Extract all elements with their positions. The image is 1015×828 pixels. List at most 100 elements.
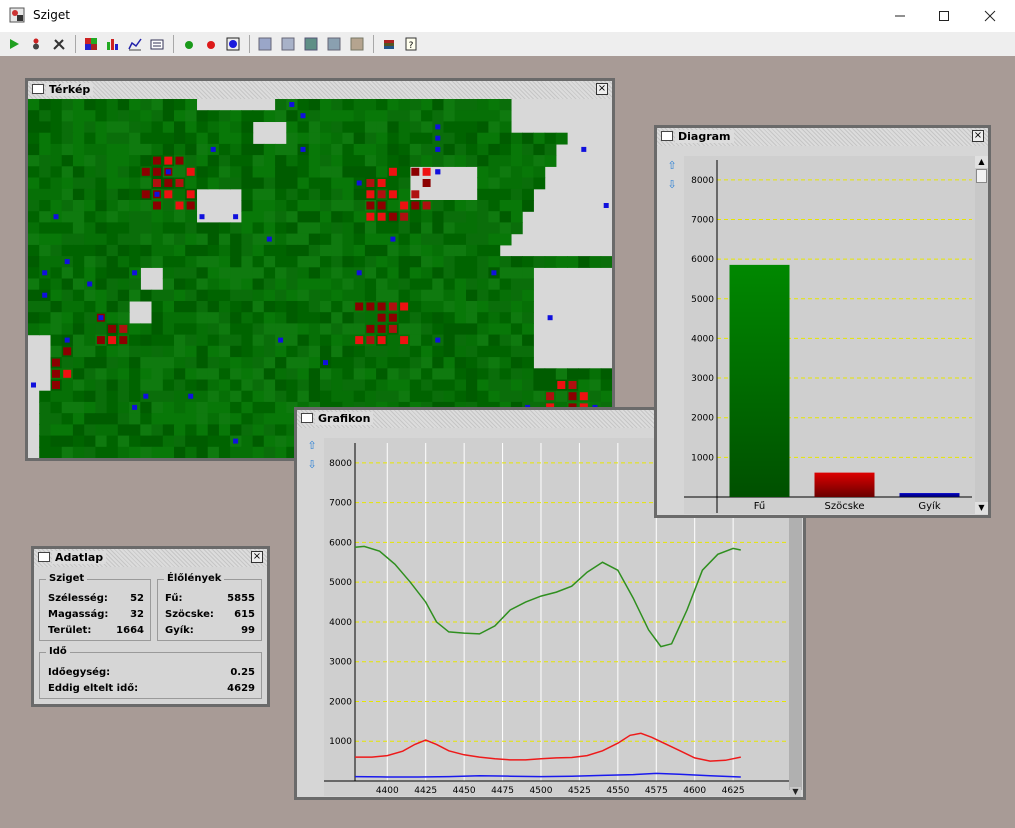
map-grass-cell [72, 200, 85, 212]
settings-tools-icon[interactable] [51, 36, 67, 52]
map-grass-cell [28, 200, 40, 212]
map-grass-cell [241, 155, 254, 167]
szocske-value: 615 [234, 609, 255, 620]
graph-nav-down-icon[interactable]: ⇩ [307, 458, 317, 471]
height-value: 32 [130, 609, 144, 620]
map-lizard-cell [300, 146, 306, 152]
map-grass-cell [364, 390, 377, 403]
diagram-vertical-scrollbar[interactable]: ▲ ▼ [975, 156, 988, 514]
bar-category-label: Fű [754, 500, 766, 512]
map-grass-cell [443, 155, 456, 167]
map-grass-cell [174, 132, 186, 145]
diagram-window-header[interactable]: Diagram × [657, 128, 988, 146]
map-grass-cell [106, 435, 119, 448]
island-map[interactable] [28, 99, 613, 459]
map-window-close-button[interactable]: × [596, 83, 608, 95]
adatlap-window[interactable]: Adatlap × Sziget Szélesség: 52 Magasság:… [31, 546, 270, 707]
grid-pattern-2-icon[interactable] [280, 36, 296, 52]
grid-pattern-5-icon[interactable] [349, 36, 365, 52]
graph-scroll-down-arrow[interactable]: ▼ [790, 787, 801, 797]
map-grass-cell [421, 312, 433, 325]
map-grass-cell [207, 222, 220, 235]
books-icon[interactable] [381, 36, 397, 52]
map-grass-cell [252, 312, 265, 325]
map-grass-cell [286, 244, 299, 257]
map-grass-cell [50, 166, 63, 179]
diagram-scroll-up-arrow[interactable]: ▲ [975, 156, 988, 168]
map-grass-cell [499, 211, 512, 224]
map-grass-cell [353, 312, 366, 325]
map-grass-cell [218, 177, 231, 190]
data-sheet-icon[interactable] [149, 36, 165, 52]
map-grass-cell [39, 413, 52, 426]
map-grass-cell [443, 244, 456, 257]
diagram-nav-up-icon[interactable]: ⇧ [667, 159, 677, 172]
map-grass-cell [331, 177, 344, 190]
minimize-button[interactable] [877, 0, 923, 32]
diagram-scroll-down-arrow[interactable]: ▼ [975, 502, 988, 514]
map-grass-cell [387, 289, 400, 302]
map-grass-cell [320, 323, 332, 336]
map-grass-cell [84, 357, 97, 369]
map-grass-cell [308, 390, 321, 403]
step-icon[interactable] [28, 36, 44, 52]
close-button[interactable] [967, 0, 1013, 32]
map-window-header[interactable]: Térkép × [28, 81, 612, 99]
adatlap-window-header[interactable]: Adatlap × [34, 549, 267, 567]
blue-creature-icon[interactable] [225, 36, 241, 52]
green-creature-icon[interactable] [181, 36, 197, 52]
map-grass-cell [84, 188, 97, 201]
map-grass-cell [140, 211, 153, 224]
red-creature-icon[interactable] [203, 36, 219, 52]
map-grass-cell [286, 289, 299, 302]
map-grass-cell [275, 413, 287, 426]
map-grasshopper-cell [366, 190, 375, 199]
map-grass-cell [252, 357, 265, 369]
map-grass-cell [252, 424, 265, 437]
graph-vertical-scrollbar[interactable] [789, 438, 802, 790]
map-grass-cell [510, 357, 523, 369]
maximize-button[interactable] [921, 0, 967, 32]
map-grass-cell [533, 390, 546, 403]
map-grass-cell [286, 155, 299, 167]
map-grass-cell [320, 256, 332, 268]
grid-pattern-3-icon[interactable] [303, 36, 319, 52]
map-grass-cell [218, 301, 231, 313]
diagram-window[interactable]: Diagram × ⇧ ⇩ 1000 2000 3000 4000 5000 6000 70… [654, 125, 991, 518]
diagram-nav-down-icon[interactable]: ⇩ [667, 178, 677, 191]
map-grass-cell [196, 155, 209, 167]
map-grasshopper-cell [52, 358, 60, 367]
help-icon[interactable]: ? [403, 36, 419, 52]
map-grass-cell [140, 200, 153, 212]
diagram-scroll-thumb[interactable] [976, 169, 987, 183]
map-grass-cell [600, 368, 613, 381]
map-grass-cell [106, 379, 119, 392]
play-icon[interactable] [6, 36, 22, 52]
map-grass-cell [196, 323, 209, 336]
adatlap-window-close-button[interactable]: × [251, 551, 263, 563]
map-grass-cell [196, 233, 209, 246]
line-chart-icon[interactable] [127, 36, 143, 52]
grid-pattern-1-icon[interactable] [257, 36, 273, 52]
map-grass-cell [342, 177, 355, 190]
map-grass-cell [61, 143, 74, 156]
map-grass-cell [140, 155, 153, 167]
map-window[interactable]: Térkép × [25, 78, 615, 461]
island-map-canvas[interactable] [28, 99, 613, 459]
map-grass-cell [218, 446, 231, 459]
map-grass-cell [499, 278, 512, 291]
map-grass-cell [129, 368, 141, 381]
map-grasshopper-cell [422, 179, 431, 187]
map-grass-cell [522, 289, 534, 302]
grid-pattern-4-icon[interactable] [326, 36, 342, 52]
desktop-area: Térkép × Grafikon ⇧ ⇩ 4400 4425 4450 4475 45… [0, 56, 1015, 828]
map-grass-cell [151, 323, 164, 336]
map-grass-cell [117, 312, 130, 325]
map-grass-cell [162, 278, 175, 291]
map-grass-cell [252, 289, 265, 302]
bar-chart-icon[interactable] [105, 36, 121, 52]
map-icon[interactable] [83, 36, 99, 52]
map-grass-cell [454, 357, 467, 369]
diagram-window-close-button[interactable]: × [972, 130, 984, 142]
graph-nav-up-icon[interactable]: ⇧ [307, 439, 317, 452]
